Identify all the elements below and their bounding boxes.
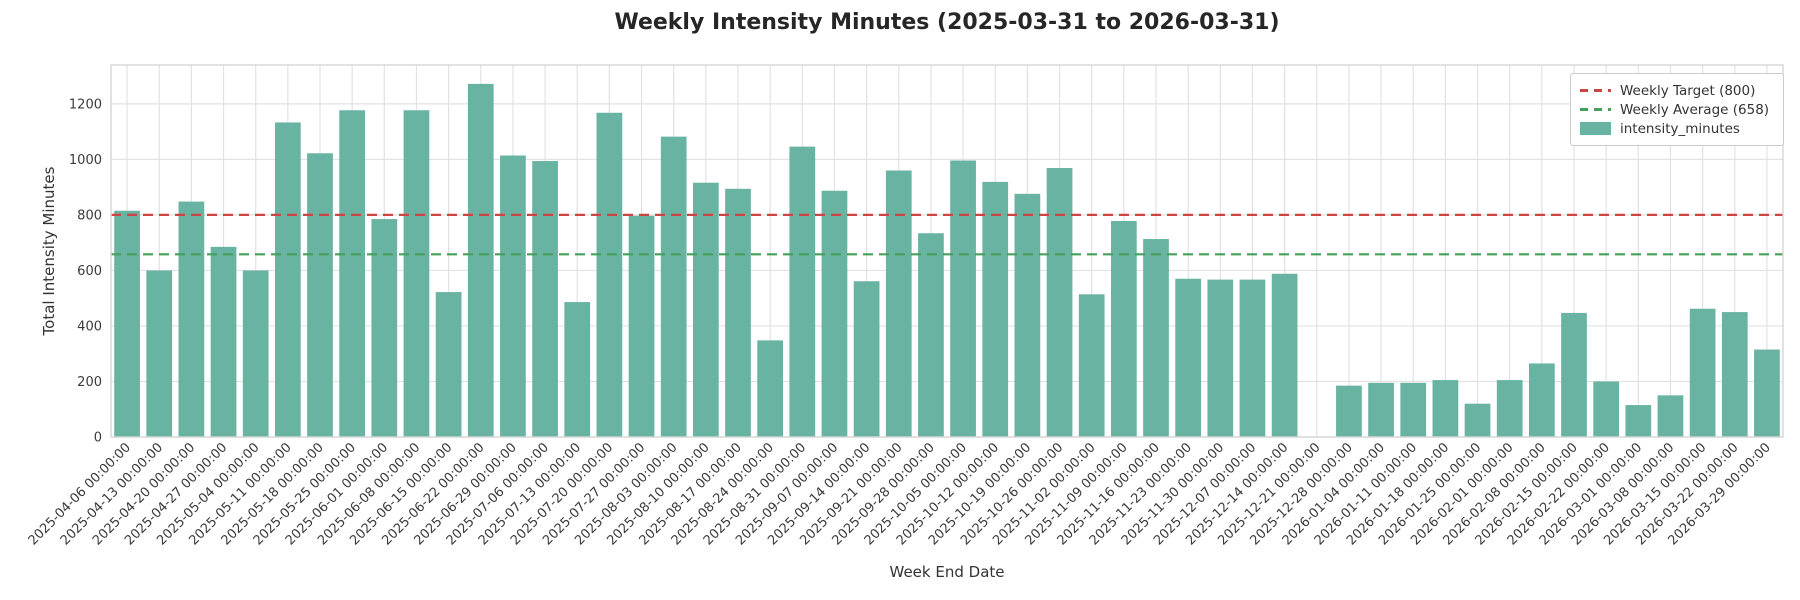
bar-2025-10-19	[1014, 193, 1041, 437]
green-dashed-line-swatch	[1580, 108, 1611, 111]
bar-2025-09-21	[885, 170, 912, 437]
bar-2026-03-08	[1657, 395, 1684, 437]
bar-2025-12-28	[1336, 385, 1362, 437]
bar-2026-02-15	[1561, 312, 1587, 437]
bar-2026-01-18	[1432, 380, 1459, 437]
bar-2025-11-09	[1110, 221, 1137, 437]
bar-2025-05-11	[274, 122, 301, 438]
bar-2025-12-14	[1271, 273, 1298, 437]
y-tick-label: 1000	[69, 153, 102, 168]
bar-2025-06-15	[435, 292, 462, 437]
bar-2025-10-05	[950, 160, 976, 437]
bar-2025-11-30	[1207, 279, 1234, 437]
y-tick-label: 1200	[69, 97, 102, 112]
x-axis-label: Week End Date	[889, 563, 1005, 581]
y-tick-label: 800	[77, 208, 102, 223]
y-tick-label: 0	[94, 431, 102, 446]
bar-2025-04-27	[210, 246, 237, 437]
bar-2026-02-08	[1528, 363, 1555, 437]
bar-2025-12-07	[1239, 279, 1266, 437]
bar-2025-06-01	[371, 219, 398, 437]
bar-2025-07-27	[628, 215, 655, 437]
bar-2026-01-25	[1464, 403, 1491, 437]
red-dashed-line-swatch	[1580, 89, 1611, 92]
bar-2025-09-07	[821, 190, 848, 437]
y-tick-label: 200	[77, 375, 102, 390]
bar-2026-03-22	[1721, 312, 1748, 437]
legend: Weekly Target (800) Weekly Average (658)…	[1570, 73, 1784, 146]
bar-2025-11-02	[1078, 294, 1105, 437]
bar-2026-01-04	[1368, 382, 1394, 437]
bar-2025-08-10	[692, 182, 719, 437]
legend-item-weekly-average: Weekly Average (658)	[1580, 100, 1773, 119]
bar-2025-07-20	[596, 112, 623, 437]
bar-2025-08-03	[660, 136, 687, 437]
bar-2025-07-06	[532, 161, 558, 438]
bar-swatch	[1580, 122, 1611, 135]
y-tick-labels: 0 200 400 600 800 1000 1200	[69, 97, 102, 445]
bar-2025-06-22	[467, 83, 494, 437]
bar-2026-01-11	[1400, 382, 1427, 437]
bar-2026-03-01	[1625, 405, 1652, 437]
bar-2025-06-29	[500, 155, 526, 437]
y-tick-label: 400	[77, 319, 102, 334]
bar-2025-10-12	[982, 181, 1009, 437]
legend-label: Weekly Average (658)	[1620, 101, 1770, 118]
legend-label: Weekly Target (800)	[1620, 82, 1756, 99]
y-axis-label: Total Intensity Minutes	[40, 166, 58, 336]
bar-2025-04-06	[114, 210, 140, 437]
plot-border	[110, 64, 1784, 438]
bar-2025-07-13	[564, 302, 591, 437]
bar-2025-11-16	[1143, 239, 1169, 437]
bar-2025-08-24	[757, 340, 784, 437]
legend-item-intensity-minutes: intensity_minutes	[1580, 119, 1773, 138]
bar-2025-04-20	[178, 201, 205, 437]
bar-2025-06-08	[403, 110, 430, 438]
legend-label: intensity_minutes	[1620, 120, 1740, 137]
bar-2025-05-25	[339, 110, 366, 438]
legend-item-weekly-target: Weekly Target (800)	[1580, 81, 1773, 100]
bar-2026-02-01	[1496, 380, 1523, 437]
bar-2026-02-22	[1593, 381, 1620, 437]
y-tick-label: 600	[77, 264, 102, 279]
bar-2026-03-15	[1689, 308, 1716, 437]
bar-2025-10-26	[1046, 167, 1073, 438]
bar-2025-08-31	[789, 146, 816, 437]
bar-2025-09-14	[853, 281, 880, 437]
bar-2025-05-18	[307, 153, 333, 438]
bar-2025-09-28	[918, 233, 944, 437]
chart-title: Weekly Intensity Minutes (2025-03-31 to …	[614, 10, 1280, 35]
bar-2025-04-13	[146, 270, 173, 437]
bar-2026-03-29	[1754, 349, 1780, 437]
bar-2025-08-17	[725, 188, 751, 437]
bar-2025-05-04	[242, 270, 269, 437]
bar-2025-11-23	[1175, 278, 1202, 437]
bars	[114, 83, 1780, 438]
